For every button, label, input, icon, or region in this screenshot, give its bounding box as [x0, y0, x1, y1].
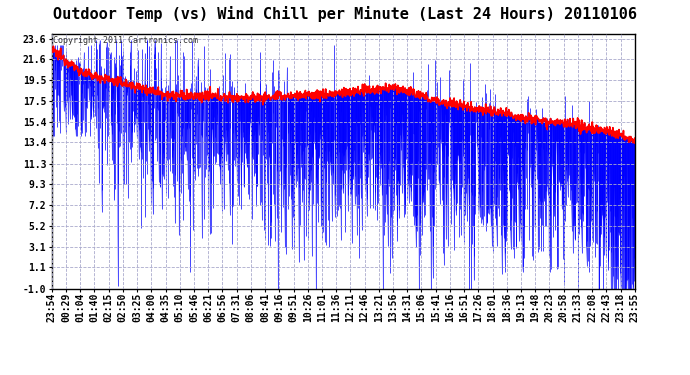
Text: Copyright 2011 Cartronics.com: Copyright 2011 Cartronics.com — [53, 36, 198, 45]
Text: Outdoor Temp (vs) Wind Chill per Minute (Last 24 Hours) 20110106: Outdoor Temp (vs) Wind Chill per Minute … — [53, 6, 637, 22]
